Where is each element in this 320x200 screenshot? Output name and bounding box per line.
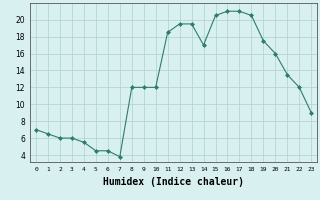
X-axis label: Humidex (Indice chaleur): Humidex (Indice chaleur) — [103, 177, 244, 187]
